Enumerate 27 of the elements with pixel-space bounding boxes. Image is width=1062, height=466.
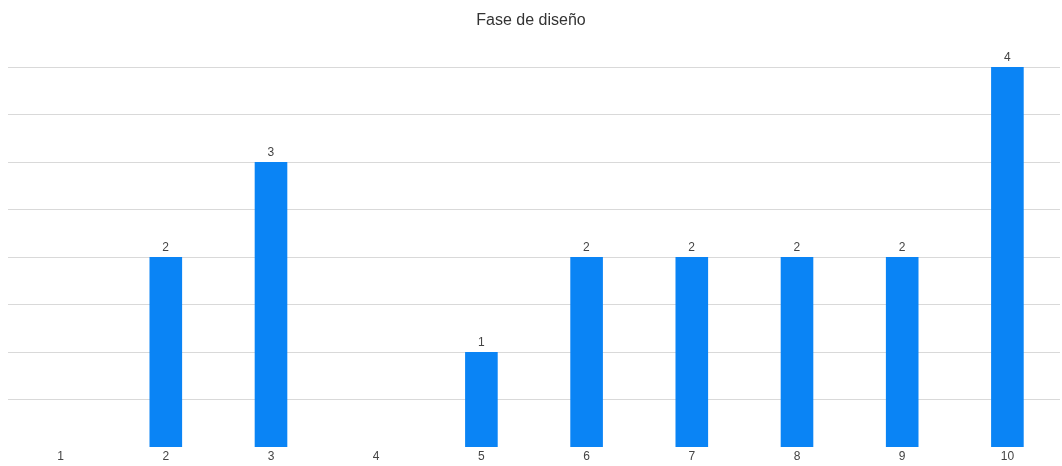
bar [465,352,498,447]
data-label: 2 [793,240,801,254]
data-label: 2 [162,240,170,254]
data-label: 2 [898,240,906,254]
data-label: 4 [1003,50,1011,64]
data-label: 2 [688,240,696,254]
bar [780,257,814,447]
x-tick-label: 6 [583,449,591,463]
x-tick-label: 1 [57,449,65,463]
bar [991,67,1024,447]
chart-title: Fase de diseño [476,11,586,29]
bar [254,162,288,447]
x-tick-label: 7 [688,449,696,463]
x-tick-label: 5 [478,449,486,463]
x-tick-label: 8 [793,449,801,463]
data-label: 2 [583,240,591,254]
data-label: 1 [477,335,485,349]
x-tick-label: 3 [267,449,275,463]
bar [885,257,919,447]
x-tick-label: 10 [1000,449,1015,463]
data-label: 3 [267,145,275,159]
bar [149,257,183,447]
x-tick-label: 9 [898,449,906,463]
bar [570,257,603,447]
x-tick-label: 4 [372,449,380,463]
x-tick-label: 2 [162,449,170,463]
bar [675,257,709,447]
